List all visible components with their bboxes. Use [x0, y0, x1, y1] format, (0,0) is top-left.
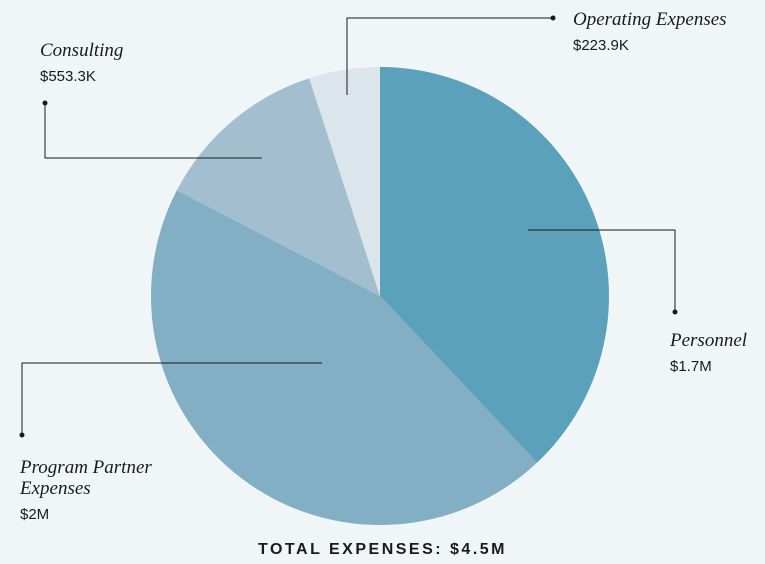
value-label: $223.9K	[573, 37, 629, 54]
slice-label: Personnel $1.7M	[670, 330, 765, 375]
chart-title: TOTAL EXPENSES: $4.5M	[258, 541, 507, 558]
pie-slice	[176, 78, 380, 296]
pie-slice	[380, 67, 609, 463]
leader-dot	[19, 432, 25, 438]
category-label: Consulting	[40, 40, 124, 61]
leader-line	[21, 362, 322, 435]
value-label: $1.7M	[670, 358, 712, 375]
category-label: Operating Expenses	[573, 9, 727, 30]
leader-line	[44, 103, 262, 159]
value-label: $2M	[20, 506, 50, 523]
pie-slice	[309, 67, 380, 296]
leader-dot	[550, 15, 556, 21]
slice-label: Operating Expenses $223.9K	[573, 9, 763, 54]
slice-label: Consulting $553.3K	[40, 40, 190, 85]
category-label: Personnel	[670, 330, 748, 351]
category-label: Program Partner Expenses	[20, 457, 152, 499]
leader-line	[528, 229, 676, 312]
leader-line	[346, 17, 553, 95]
value-label: $553.3K	[40, 68, 96, 85]
leader-dot	[672, 309, 678, 315]
pie-slice	[151, 190, 538, 525]
leader-dot	[42, 100, 48, 106]
slice-label: Program Partner Expenses $2M	[20, 457, 200, 523]
